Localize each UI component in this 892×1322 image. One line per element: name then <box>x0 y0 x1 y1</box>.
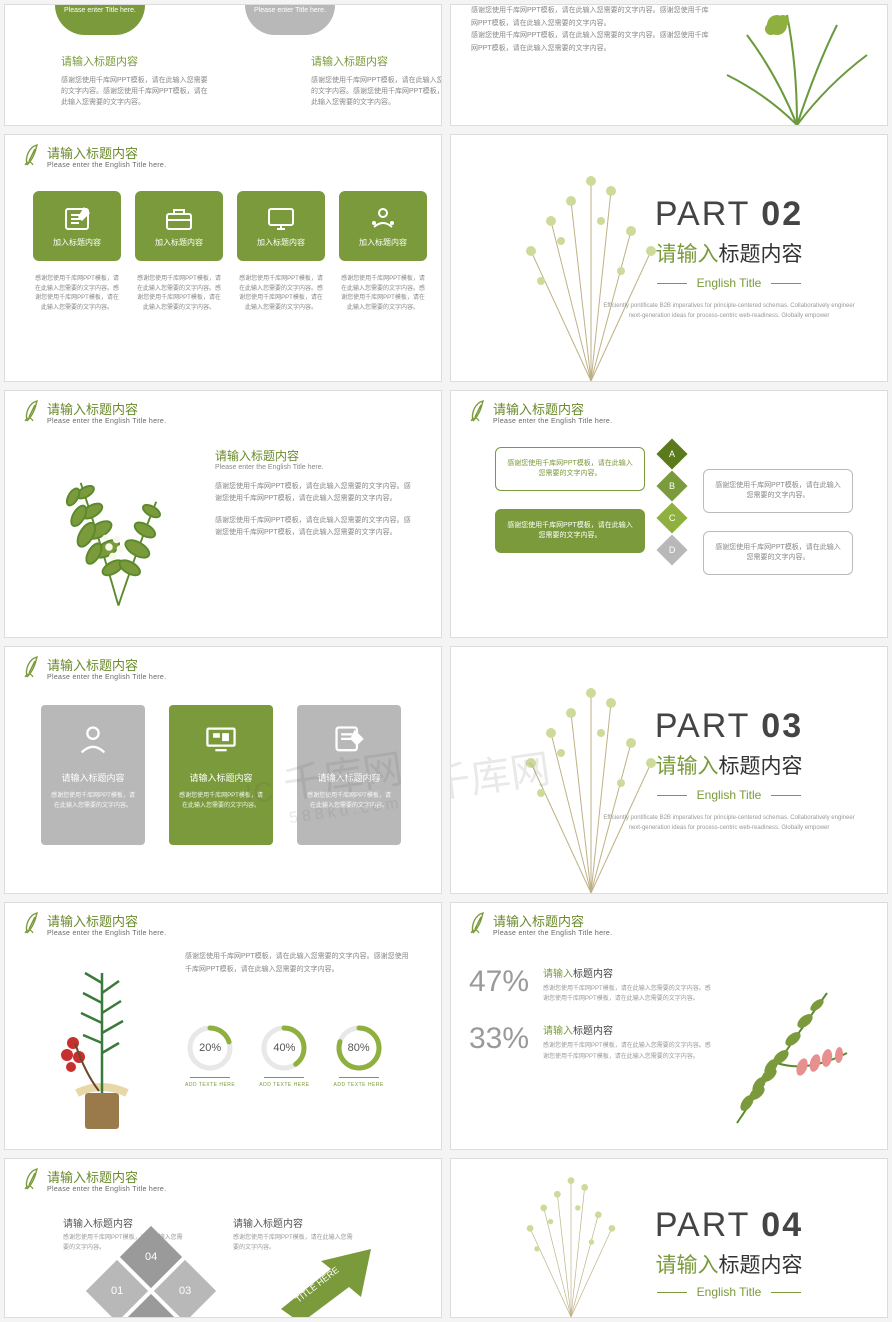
desc-0: 感谢您使用千库网PPT模板，请在此输入您需要的文字内容。感谢您使用千库网PPT模… <box>33 275 121 313</box>
pct-row-1: 33%请输入标题内容感谢您使用千库网PPT模板，请在此输入您需要的文字内容。感谢… <box>469 1022 713 1061</box>
slide-part-03: PART 03 请输入标题内容 English Title Efficientl… <box>450 646 888 894</box>
leaf-icon <box>21 911 41 935</box>
slide-part-04: PART 04 请输入标题内容 English Title <box>450 1158 888 1318</box>
card-0: 请输入标题内容感谢您使用千库网PPT模板，请在此输入您需要的文字内容。 <box>41 705 145 845</box>
icon-box-2: 加入标题内容 <box>237 191 325 261</box>
part-desc: Efficiently pontificate B2B imperatives … <box>599 302 859 321</box>
two-cols: 请输入标题内容感谢您使用千库网PPT模板，请在此输入您需要的文字内容。 请输入标… <box>63 1215 353 1253</box>
part-title: 请输入标题内容 <box>655 1249 803 1279</box>
part-number: PART 03 <box>599 707 859 746</box>
slide-11: 请输入标题内容Please enter the English Title he… <box>4 1158 442 1318</box>
slide-7: 请输入标题内容Please enter the English Title he… <box>4 646 442 894</box>
diamond-C: C <box>656 502 687 533</box>
arrow-icon: TITLE HERE <box>271 1249 381 1318</box>
part-number: PART 02 <box>599 195 859 234</box>
slide-1: Please enter Title here. Please enter Ti… <box>4 4 442 126</box>
briefcase-icon <box>164 205 194 231</box>
leaf-icon <box>467 911 487 935</box>
part-subtitle: English Title <box>657 788 802 802</box>
slide-subtitle: Please enter the English Title here. <box>47 162 166 169</box>
icon-box-0: 加入标题内容 <box>33 191 121 261</box>
body-text: 感谢您使用千库网PPT模板，请在此输入您需要的文字内容。感谢您使用千库网PPT模… <box>185 951 415 976</box>
right-bubbles: 感谢您使用千库网PPT模板，请在此输入您需要的文字内容。 感谢您使用千库网PPT… <box>703 469 853 575</box>
icon-box-3: 加入标题内容 <box>339 191 427 261</box>
card-row: 请输入标题内容感谢您使用千库网PPT模板，请在此输入您需要的文字内容。请输入标题… <box>41 705 401 845</box>
fern-illustration <box>29 445 189 615</box>
speaker-icon <box>368 205 398 231</box>
slide-part-02: PART 02 请输入标题内容 English Title Efficientl… <box>450 134 888 382</box>
leaf-icon <box>467 399 487 423</box>
part-subtitle: English Title <box>657 1285 802 1299</box>
col-1: 请输入标题内容感谢您使用千库网PPT模板，请在此输入您需要的文字内容。感谢您使用… <box>61 53 211 109</box>
pie-1: Please enter Title here. <box>55 5 145 35</box>
part-subtitle: English Title <box>657 276 802 290</box>
text-block: 请输入标题内容 Please enter the English Title h… <box>215 447 415 539</box>
pot-plant-illustration <box>35 943 165 1133</box>
branch-illustration <box>707 943 877 1133</box>
ring-1: 40%ADD TEXTE HERE <box>259 1023 309 1088</box>
ring-row: 20%ADD TEXTE HERE 40%ADD TEXTE HERE 80%ADD… <box>185 1023 384 1088</box>
part-number: PART 04 <box>655 1206 803 1245</box>
pie-2: Please enter Title here. <box>245 5 335 35</box>
ring-2: 80%ADD TEXTE HERE <box>334 1023 384 1088</box>
notes-icon <box>62 205 92 231</box>
body-text: 感谢您使用千库网PPT模板，请在此输入您需要的文字内容。感谢您使用千库网PPT模… <box>471 5 711 55</box>
diamond-D: D <box>656 534 687 565</box>
grass-illustration <box>707 5 887 125</box>
diamond-B: B <box>656 470 687 501</box>
icon-box-1: 加入标题内容 <box>135 191 223 261</box>
slide-2: 感谢您使用千库网PPT模板，请在此输入您需要的文字内容。感谢您使用千库网PPT模… <box>450 4 888 126</box>
leaf-icon <box>21 399 41 423</box>
desc-2: 感谢您使用千库网PPT模板，请在此输入您需要的文字内容。感谢您使用千库网PPT模… <box>237 275 325 313</box>
card-2: 请输入标题内容感谢您使用千库网PPT模板，请在此输入您需要的文字内容。 <box>297 705 401 845</box>
ring-0: 20%ADD TEXTE HERE <box>185 1023 235 1088</box>
slide-title: 请输入标题内容 <box>47 143 166 162</box>
slide-9: 请输入标题内容Please enter the English Title he… <box>4 902 442 1150</box>
slide-10: 请输入标题内容Please enter the English Title he… <box>450 902 888 1150</box>
part-title: 请输入标题内容 <box>599 238 859 268</box>
pct-rows: 47%请输入标题内容感谢您使用千库网PPT模板，请在此输入您需要的文字内容。感谢… <box>469 965 713 1080</box>
icon-boxes: 加入标题内容加入标题内容加入标题内容加入标题内容 <box>33 191 427 261</box>
pct-row-0: 47%请输入标题内容感谢您使用千库网PPT模板，请在此输入您需要的文字内容。感谢… <box>469 965 713 1004</box>
part-desc: Efficiently pontificate B2B imperatives … <box>599 814 859 833</box>
desc-3: 感谢您使用千库网PPT模板，请在此输入您需要的文字内容。感谢您使用千库网PPT模… <box>339 275 427 313</box>
screen-icon <box>204 723 238 757</box>
sprigs-illustration <box>461 1167 681 1317</box>
person-icon <box>76 723 110 757</box>
slide-3: 请输入标题内容Please enter the English Title he… <box>4 134 442 382</box>
card-1: 请输入标题内容感谢您使用千库网PPT模板，请在此输入您需要的文字内容。 <box>169 705 273 845</box>
bubble-a: 感谢您使用千库网PPT模板，请在此输入您需要的文字内容。 <box>495 447 645 491</box>
pie-row: Please enter Title here. Please enter Ti… <box>55 5 335 35</box>
bubble-d: 感谢您使用千库网PPT模板，请在此输入您需要的文字内容。 <box>703 531 853 575</box>
left-bubbles: 感谢您使用千库网PPT模板，请在此输入您需要的文字内容。 感谢您使用千库网PPT… <box>495 447 645 553</box>
diamond-col: ABCD <box>661 443 683 571</box>
pen-icon <box>332 723 366 757</box>
slide-5: 请输入标题内容Please enter the English Title he… <box>4 390 442 638</box>
leaf-icon <box>21 1167 41 1191</box>
desc-row: 感谢您使用千库网PPT模板，请在此输入您需要的文字内容。感谢您使用千库网PPT模… <box>33 275 427 313</box>
col-row: 请输入标题内容感谢您使用千库网PPT模板，请在此输入您需要的文字内容。感谢您使用… <box>61 53 442 109</box>
desc-1: 感谢您使用千库网PPT模板，请在此输入您需要的文字内容。感谢您使用千库网PPT模… <box>135 275 223 313</box>
bubble-c: 感谢您使用千库网PPT模板，请在此输入您需要的文字内容。 <box>495 509 645 553</box>
leaf-icon <box>21 143 41 167</box>
monitor-icon <box>266 205 296 231</box>
diamond-A: A <box>656 438 687 469</box>
part-title: 请输入标题内容 <box>599 750 859 780</box>
bubble-b: 感谢您使用千库网PPT模板，请在此输入您需要的文字内容。 <box>703 469 853 513</box>
slide-6: 请输入标题内容Please enter the English Title he… <box>450 390 888 638</box>
col-2: 请输入标题内容感谢您使用千库网PPT模板，请在此输入您需要的文字内容。感谢您使用… <box>311 53 442 109</box>
leaf-icon <box>21 655 41 679</box>
